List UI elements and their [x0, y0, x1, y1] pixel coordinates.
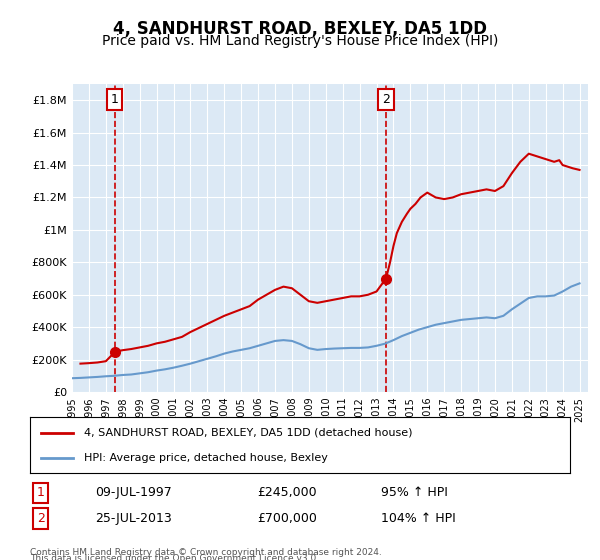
Text: £700,000: £700,000 [257, 512, 317, 525]
Text: 1: 1 [37, 487, 45, 500]
Text: 1: 1 [110, 93, 119, 106]
Text: 4, SANDHURST ROAD, BEXLEY, DA5 1DD (detached house): 4, SANDHURST ROAD, BEXLEY, DA5 1DD (deta… [84, 428, 413, 438]
Text: 2: 2 [382, 93, 390, 106]
Text: 4, SANDHURST ROAD, BEXLEY, DA5 1DD: 4, SANDHURST ROAD, BEXLEY, DA5 1DD [113, 20, 487, 38]
Text: 2: 2 [37, 512, 45, 525]
Text: 104% ↑ HPI: 104% ↑ HPI [381, 512, 456, 525]
Text: 95% ↑ HPI: 95% ↑ HPI [381, 487, 448, 500]
Text: Contains HM Land Registry data © Crown copyright and database right 2024.: Contains HM Land Registry data © Crown c… [30, 548, 382, 557]
Text: HPI: Average price, detached house, Bexley: HPI: Average price, detached house, Bexl… [84, 452, 328, 463]
Text: Price paid vs. HM Land Registry's House Price Index (HPI): Price paid vs. HM Land Registry's House … [102, 34, 498, 48]
Text: £245,000: £245,000 [257, 487, 316, 500]
Text: 09-JUL-1997: 09-JUL-1997 [95, 487, 172, 500]
Text: This data is licensed under the Open Government Licence v3.0.: This data is licensed under the Open Gov… [30, 554, 319, 560]
Text: 25-JUL-2013: 25-JUL-2013 [95, 512, 172, 525]
